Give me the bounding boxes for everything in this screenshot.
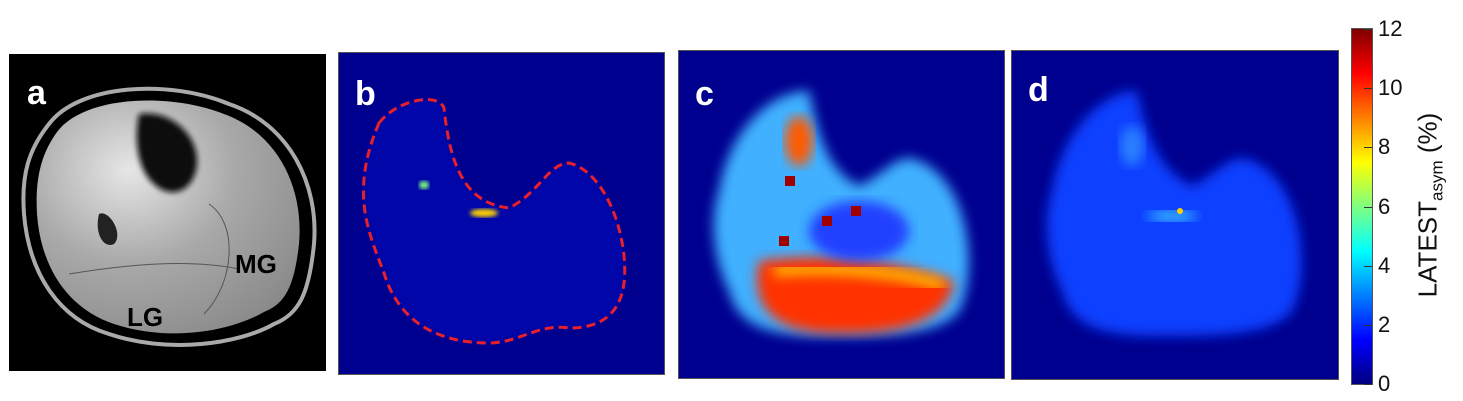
colorbar <box>1351 28 1373 385</box>
roi-outline <box>361 98 627 345</box>
colorbar-tick-mark <box>1364 88 1372 90</box>
panel-a-anatomical-image: a MG LG <box>9 54 326 371</box>
muscle-label-mg: MG <box>235 249 277 279</box>
panel-label-b: b <box>355 75 376 113</box>
muscle-label-lg: LG <box>127 302 164 332</box>
panel-label-d: d <box>1028 71 1049 109</box>
panel-d-latest-map: d <box>1011 50 1339 380</box>
panel-label-c: c <box>695 75 714 113</box>
colorbar-tick-mark <box>1364 265 1372 267</box>
colorbar-tick-label: 6 <box>1378 193 1391 219</box>
colorbar-tick-label: 4 <box>1378 252 1391 278</box>
colorbar-tick-mark <box>1364 147 1372 149</box>
colorbar-tick-label: 12 <box>1378 16 1403 41</box>
colorbar-tick-label: 10 <box>1378 75 1403 101</box>
colorbar-tick-label: 0 <box>1378 371 1391 396</box>
colorbar-tick-label: 8 <box>1378 134 1391 160</box>
panel-c-latest-map: c <box>678 50 1005 379</box>
colorbar-tick-mark <box>1364 206 1372 208</box>
colorbar-title-main: LATEST <box>1412 200 1443 298</box>
panel-label-a: a <box>27 74 46 112</box>
panel-b-latest-map-roi: b <box>338 52 665 375</box>
colorbar-tick-mark <box>1364 324 1372 326</box>
colorbar-tick-mark <box>1364 384 1372 385</box>
colorbar-title-sub: asym <box>1427 160 1447 201</box>
mri-leg-cross-section <box>21 86 317 347</box>
colorbar-tick-mark <box>1364 29 1372 30</box>
latest-map-b <box>361 98 627 345</box>
latest-map-d <box>1046 91 1302 336</box>
colorbar-title: LATESTasym (%) <box>1412 113 1447 298</box>
latest-map-c <box>713 91 969 336</box>
colorbar-tick-label: 2 <box>1378 311 1391 337</box>
colorbar-title-unit: (%) <box>1412 112 1443 154</box>
